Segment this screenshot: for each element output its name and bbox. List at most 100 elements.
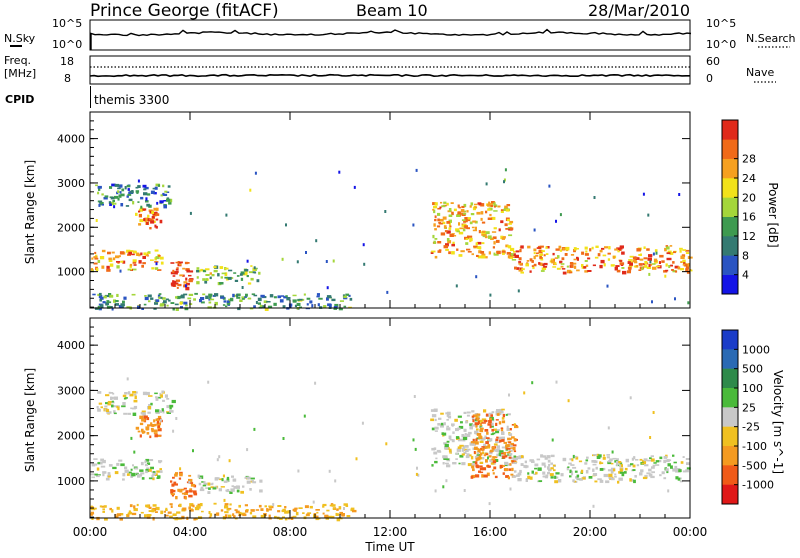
range-gate-cell — [147, 214, 150, 218]
range-gate-cell — [326, 295, 332, 298]
range-gate-cell — [224, 514, 228, 518]
range-gate-cell — [209, 513, 213, 517]
range-gate-cell — [250, 277, 254, 281]
xtick-label: 20:00 — [573, 525, 608, 539]
range-gate-cell — [143, 218, 146, 221]
range-gate-cell — [591, 246, 594, 250]
range-gate-cell — [96, 406, 99, 409]
range-gate-cell — [226, 301, 231, 305]
range-gate-cell — [341, 513, 345, 517]
range-gate-cell — [266, 301, 271, 303]
range-gate-cell — [192, 504, 195, 508]
range-gate-cell — [617, 250, 620, 253]
range-gate-cell — [607, 460, 612, 463]
range-gate-cell — [159, 219, 163, 224]
range-gate-cell — [259, 489, 263, 493]
range-gate-cell — [474, 422, 479, 425]
range-gate-cell — [162, 410, 165, 414]
range-gate-cell — [665, 263, 668, 267]
range-gate-cell — [581, 264, 584, 268]
range-gate-cell — [218, 488, 222, 492]
range-gate-cell — [481, 221, 486, 224]
range-gate-cell — [507, 437, 511, 441]
range-gate-cell — [273, 296, 277, 299]
range-gate-cell — [225, 305, 228, 308]
range-gate-cell — [170, 480, 173, 483]
range-gate-cell — [569, 475, 572, 478]
range-gate-cell — [477, 420, 480, 424]
velocity-ytick-label: 3000 — [57, 384, 85, 397]
freq-left-label-1: Freq. — [4, 54, 31, 67]
range-gate-cell — [142, 262, 146, 265]
range-gate-cell — [131, 190, 134, 192]
range-gate-cell — [136, 472, 139, 474]
range-gate-cell — [206, 278, 209, 281]
range-gate-cell — [511, 436, 515, 439]
range-gate-cell — [140, 472, 145, 475]
range-gate-cell — [431, 447, 436, 451]
heatmap-region — [430, 201, 515, 259]
colorbar-tick-label: 12 — [742, 230, 756, 243]
range-gate-cell — [470, 475, 474, 479]
range-gate-cell — [549, 260, 552, 263]
range-gate-cell — [189, 488, 193, 491]
range-gate-cell — [495, 438, 499, 441]
range-gate-cell — [154, 224, 157, 228]
range-gate-cell — [185, 268, 190, 271]
range-gate-cell — [587, 257, 591, 260]
range-gate-cell — [471, 410, 475, 413]
range-gate-cell — [117, 187, 121, 190]
range-gate-cell — [159, 468, 162, 471]
range-gate-cell — [94, 473, 98, 476]
range-gate-cell — [666, 252, 671, 255]
range-gate-cell — [250, 477, 255, 480]
scatter-echo — [119, 269, 122, 273]
scatter-echo — [312, 500, 315, 504]
range-gate-cell — [464, 445, 467, 448]
range-gate-cell — [156, 470, 160, 473]
xtick-label: 12:00 — [373, 525, 408, 539]
colorbar-tick-label: -1000 — [742, 479, 774, 492]
range-gate-cell — [183, 301, 188, 305]
scatter-echo — [445, 479, 448, 483]
range-gate-cell — [462, 436, 468, 441]
freq-panel-frame — [89, 55, 691, 85]
range-gate-cell — [188, 494, 193, 498]
range-gate-cell — [141, 477, 145, 480]
range-gate-cell — [96, 267, 99, 271]
range-gate-cell — [510, 253, 514, 256]
range-gate-cell — [492, 469, 495, 472]
range-gate-cell — [547, 459, 551, 463]
range-gate-cell — [504, 461, 509, 465]
range-gate-cell — [112, 392, 115, 395]
range-gate-cell — [648, 468, 652, 472]
scatter-echo — [315, 239, 318, 243]
range-gate-cell — [98, 402, 103, 405]
range-gate-cell — [97, 293, 101, 296]
range-gate-cell — [170, 505, 173, 508]
scatter-echo — [593, 196, 596, 199]
range-gate-cell — [571, 472, 574, 476]
range-gate-cell — [487, 203, 491, 207]
range-gate-cell — [488, 207, 493, 211]
range-gate-cell — [212, 487, 217, 490]
range-gate-cell — [438, 221, 442, 224]
range-gate-cell — [601, 247, 605, 250]
colorbar-swatch — [722, 158, 738, 179]
range-gate-cell — [193, 492, 198, 496]
scatter-echo — [325, 260, 328, 263]
range-gate-cell — [663, 477, 667, 480]
range-gate-cell — [90, 511, 94, 514]
scatter-echo — [314, 381, 317, 385]
power-ylabel: Slant Range [km] — [23, 160, 37, 264]
range-gate-cell — [117, 184, 120, 187]
range-gate-cell — [116, 513, 122, 517]
range-gate-cell — [520, 455, 524, 458]
range-gate-cell — [104, 294, 110, 298]
range-gate-cell — [541, 250, 545, 252]
range-gate-cell — [114, 303, 119, 306]
range-gate-cell — [188, 474, 192, 477]
range-gate-cell — [282, 516, 285, 519]
range-gate-cell — [474, 447, 479, 450]
colorbar-tick-label: 4 — [742, 269, 749, 282]
